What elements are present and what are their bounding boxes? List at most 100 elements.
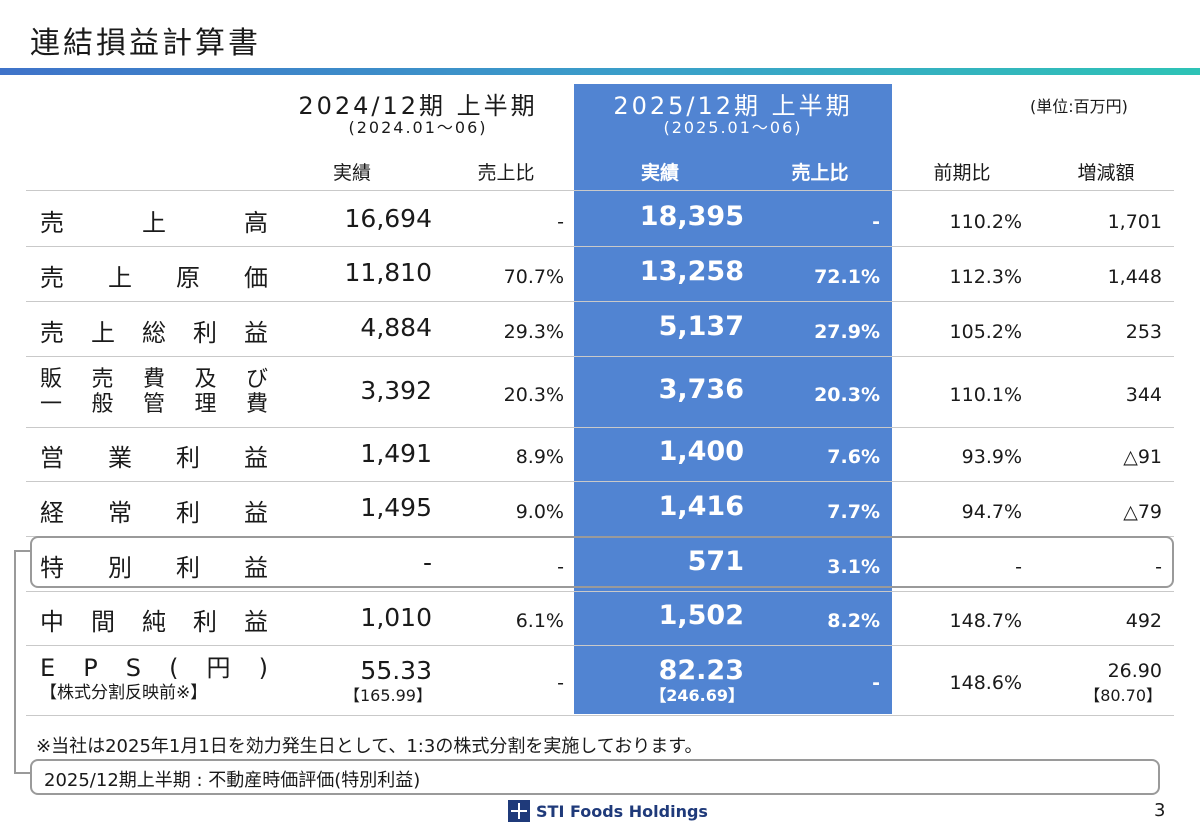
yoy-cell: 112.3% <box>906 262 1022 292</box>
curr-ratio-cell-value: 8.2% <box>827 610 880 633</box>
prev-ratio-cell: 29.3% <box>446 317 564 347</box>
label-char: 益 <box>244 318 268 347</box>
current-period-highlight <box>574 84 892 714</box>
curr-actual-cell: 82.23 【246.69】 <box>586 656 744 706</box>
yoy-cell-value: - <box>1015 555 1022 578</box>
table-row: 中間純利益 1,010 6.1% 1,502 8.2% 148.7% 492 <box>26 591 1174 645</box>
prev-period-range: (2024.01～06) <box>348 118 488 137</box>
subheader-prev-ratio: 売上比 <box>477 162 535 184</box>
prev-period-label: 2024/12期 上半期 <box>298 92 538 120</box>
label-char: 及 <box>194 366 217 392</box>
curr-actual-cell: 13,258 <box>586 256 744 287</box>
row-divider <box>26 715 1174 716</box>
diff-cell-value: 1,701 <box>1107 211 1162 234</box>
curr-ratio-cell-value: - <box>872 672 880 695</box>
prev-ratio-cell: 9.0% <box>446 497 564 527</box>
row-label: 経常利益 <box>40 493 268 528</box>
row-divider <box>26 591 1174 592</box>
label-char: 売 <box>91 366 114 392</box>
curr-ratio-cell-value: 7.7% <box>827 500 880 523</box>
label-char: び <box>245 366 268 392</box>
curr-ratio-cell-value: 7.6% <box>827 446 880 469</box>
label-char: 高 <box>244 209 268 237</box>
curr-actual-cell: 571 <box>586 545 744 577</box>
prev-ratio-cell-value: 29.3% <box>503 320 564 343</box>
label-char: 益 <box>244 608 268 636</box>
prev-actual-cell-value: 1,010 <box>360 602 432 632</box>
label-char: 利 <box>176 498 200 527</box>
row-divider <box>26 427 1174 428</box>
prev-period-header: 2024/12期 上半期 (2024.01～06) <box>268 93 568 137</box>
diff-cell-sub: 【80.70】 <box>1084 686 1162 705</box>
prev-actual-cell: 3,392 <box>276 376 432 406</box>
prev-actual-cell-value: 1,495 <box>360 493 432 522</box>
curr-ratio-cell: - <box>756 668 880 698</box>
extraordinary-income-highlight-box <box>30 536 1174 588</box>
prev-actual-cell-sub: 【165.99】 <box>344 686 432 705</box>
prev-ratio-cell-value: - <box>557 672 564 695</box>
curr-ratio-cell: 3.1% <box>756 552 880 582</box>
row-label: 売上総利益 <box>40 313 268 348</box>
subheader-yoy: 前期比 <box>933 162 991 184</box>
curr-ratio-cell: 20.3% <box>756 380 880 410</box>
label-char: 管 <box>142 391 165 417</box>
label-char: 業 <box>108 444 132 472</box>
row-divider <box>26 356 1174 357</box>
company-name: STI Foods Holdings <box>536 801 708 821</box>
label-char: 売 <box>40 209 64 237</box>
label-char: 売 <box>40 318 64 347</box>
yoy-cell-value: 110.1% <box>949 383 1022 406</box>
diff-cell-value: 344 <box>1125 383 1162 406</box>
yoy-cell: 94.7% <box>906 497 1022 527</box>
diff-cell-value: 492 <box>1125 610 1162 633</box>
subheader-curr-actual: 実績 <box>640 162 679 184</box>
yoy-cell-value: 94.7% <box>961 500 1022 523</box>
yoy-cell: 148.7% <box>906 606 1022 636</box>
page-number: 3 <box>1154 800 1166 821</box>
label-char: 総 <box>142 318 166 347</box>
row-label: 売上高 <box>40 203 268 238</box>
label-char: ) <box>258 654 268 682</box>
row-divider <box>26 645 1174 646</box>
curr-actual-cell: 1,400 <box>586 437 744 467</box>
page-title: 連結損益計算書 <box>30 26 261 61</box>
prev-ratio-cell: 70.7% <box>446 262 564 292</box>
diff-cell-value: 26.90 <box>1107 660 1162 682</box>
row-divider <box>26 481 1174 482</box>
curr-period-label: 2025/12期 上半期 <box>613 92 853 120</box>
row-label: 売上原価 <box>40 258 268 293</box>
prev-actual-cell: 16,694 <box>276 204 432 234</box>
label-char: 特 <box>40 553 64 582</box>
yoy-cell: 148.6% <box>906 668 1022 698</box>
diff-cell-value: 1,448 <box>1107 265 1162 288</box>
yoy-cell-value: 148.7% <box>949 610 1022 633</box>
yoy-cell: - <box>906 552 1022 582</box>
curr-actual-cell: 3,736 <box>586 374 744 405</box>
curr-actual-cell-value: 571 <box>687 545 744 577</box>
prev-actual-cell-value: 1,491 <box>360 438 432 468</box>
label-char: 売 <box>40 263 64 292</box>
yoy-cell-value: 93.9% <box>961 446 1022 469</box>
prev-ratio-cell: - <box>446 668 564 698</box>
curr-ratio-cell-value: - <box>872 211 880 234</box>
yoy-cell: 110.2% <box>906 207 1022 237</box>
label-char: 上 <box>108 263 132 292</box>
curr-ratio-cell-value: 20.3% <box>814 383 880 406</box>
label-char: 原 <box>176 263 200 292</box>
table-row: 販売費及び一般管理費 3,392 20.3% 3,736 20.3% 110.1% 344 <box>26 356 1174 427</box>
label-char: 一 <box>40 391 63 417</box>
diff-cell: - <box>1036 552 1162 582</box>
curr-ratio-cell: 7.6% <box>756 442 880 472</box>
label-char: 上 <box>91 318 115 347</box>
label-char: 常 <box>108 498 132 527</box>
label-line: 一般管理費 <box>40 392 268 417</box>
label-char: 益 <box>244 444 268 472</box>
prev-actual-cell: 4,884 <box>276 313 432 343</box>
curr-actual-cell: 18,395 <box>586 202 744 232</box>
label-char: 別 <box>108 553 132 582</box>
company-logo: STI Foods Holdings <box>508 800 708 822</box>
label-char: 販 <box>40 366 63 392</box>
row-label: 特別利益 <box>40 548 268 583</box>
prev-ratio-cell: 20.3% <box>446 380 564 410</box>
curr-ratio-cell-value: 72.1% <box>814 265 880 288</box>
